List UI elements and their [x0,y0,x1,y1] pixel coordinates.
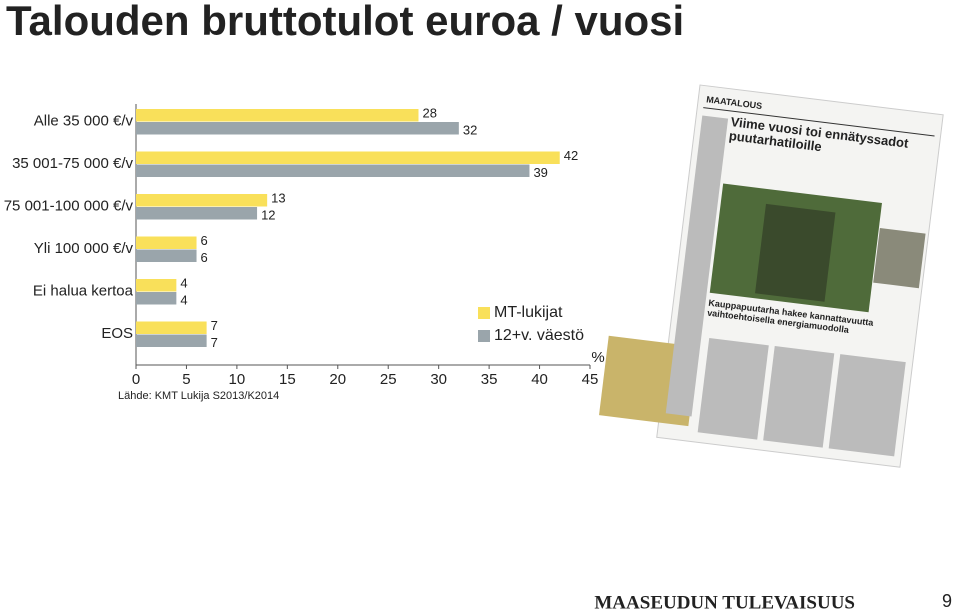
y-tick-label: Yli 100 000 €/v [34,240,134,257]
x-tick-label: 45 [582,371,599,388]
bar [136,334,207,347]
value-label: 7 [211,335,218,350]
x-tick-label: 40 [531,371,548,388]
bar [136,164,530,177]
x-tick-label: 35 [481,371,498,388]
value-label: 4 [180,292,187,307]
bar [136,151,560,164]
value-label: 6 [201,233,208,248]
y-tick-label: 35 001-75 000 €/v [12,155,133,172]
x-tick-label: 30 [430,371,447,388]
value-label: 13 [271,190,285,205]
value-label: 39 [533,165,547,180]
value-label: 7 [211,318,218,333]
bar [136,292,177,305]
rule [703,107,935,137]
x-tick-label: 20 [329,371,346,388]
y-tick-label: Ei halua kertoa [33,282,134,299]
source: Lähde: KMT Lukija S2013/K2014 [118,390,279,402]
x-tick-label: 25 [380,371,397,388]
bar [136,236,197,249]
x-tick-label: 0 [132,371,140,388]
photo-small [873,227,926,289]
bar [136,194,268,207]
bar [136,207,258,220]
bar [136,122,459,135]
value-label: 12 [261,207,275,222]
photo-detail [755,203,836,302]
x-tick-label: 10 [229,371,246,388]
value-label: 42 [564,148,578,163]
legend-label: MT-lukijat [494,304,563,321]
value-label: 28 [422,105,436,120]
bar [136,109,419,122]
newspaper-image: MAATALOUS Viime vuosi toi ennätyssadot p… [599,84,944,468]
bar [136,279,177,292]
legend-swatch [478,330,490,342]
x-tick-label: 5 [182,371,190,388]
y-tick-label: 75 001-100 000 €/v [4,197,134,214]
bar [136,321,207,334]
y-tick-label: EOS [101,325,133,342]
bar [136,249,197,262]
page-number: 9 [942,591,952,611]
text-columns [665,115,906,457]
value-label: 32 [463,122,477,137]
chart-title: Talouden bruttotulot euroa / vuosi [6,0,684,44]
value-label: 6 [201,250,208,265]
legend-label: 12+v. väestö [494,327,584,344]
brand: MAASEUDUN TULEVAISUUS [594,592,855,613]
legend-swatch [478,307,490,319]
value-label: 4 [180,275,187,290]
y-tick-label: Alle 35 000 €/v [34,112,134,129]
x-unit: % [591,349,604,366]
x-tick-label: 15 [279,371,296,388]
